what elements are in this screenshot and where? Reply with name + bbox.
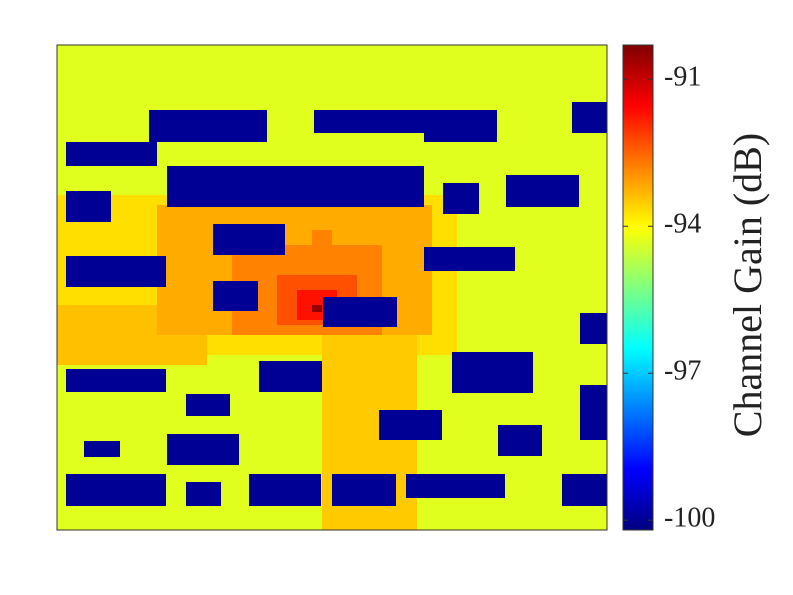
heatmap-cell: [323, 297, 397, 327]
heatmap-cell: [332, 474, 396, 506]
heatmap-cell: [498, 425, 542, 456]
heatmap-cell: [167, 166, 424, 207]
heatmap-cell: [452, 352, 533, 393]
heatmap-cell: [66, 369, 166, 392]
heatmap-cell: [314, 110, 424, 133]
heatmap-cell: [506, 175, 579, 207]
heatmap-cell: [186, 394, 230, 416]
heatmap-cell: [424, 110, 497, 142]
heatmap-cell: [66, 256, 166, 287]
heatmap-cell: [379, 410, 442, 440]
heatmap-cell: [149, 110, 267, 142]
heatmap-cell: [167, 434, 239, 465]
heatmap-cell: [443, 183, 479, 214]
heatmap-cell: [562, 474, 607, 506]
colorbar-label: Channel Gain (dB): [725, 133, 770, 437]
colorbar-tick-label: -91: [664, 62, 701, 93]
colorbar-tick-label: -100: [664, 503, 715, 534]
heatmap-cell: [66, 474, 166, 506]
heatmap-cell: [312, 230, 332, 255]
heatmap-cell: [424, 247, 515, 271]
heatmap-cell: [213, 224, 285, 255]
heatmap-cell: [84, 441, 120, 457]
heatmap-cell: [213, 281, 258, 311]
colorbar-tick-label: -94: [664, 209, 701, 240]
heatmap-cell: [66, 142, 157, 166]
heatmap: [57, 45, 607, 530]
heatmap-cell: [312, 305, 322, 312]
plot-frame: [56, 44, 608, 531]
heatmap-cell: [580, 313, 607, 344]
heatmap-cell: [259, 361, 322, 392]
colorbar-tick-label: -97: [664, 356, 701, 387]
heatmap-cell: [572, 102, 607, 133]
heatmap-cell: [66, 191, 111, 222]
heatmap-cell: [406, 474, 505, 498]
heatmap-cell: [580, 385, 607, 440]
colorbar: [622, 44, 654, 531]
heatmap-cell: [249, 474, 321, 506]
heatmap-cell: [186, 482, 221, 506]
